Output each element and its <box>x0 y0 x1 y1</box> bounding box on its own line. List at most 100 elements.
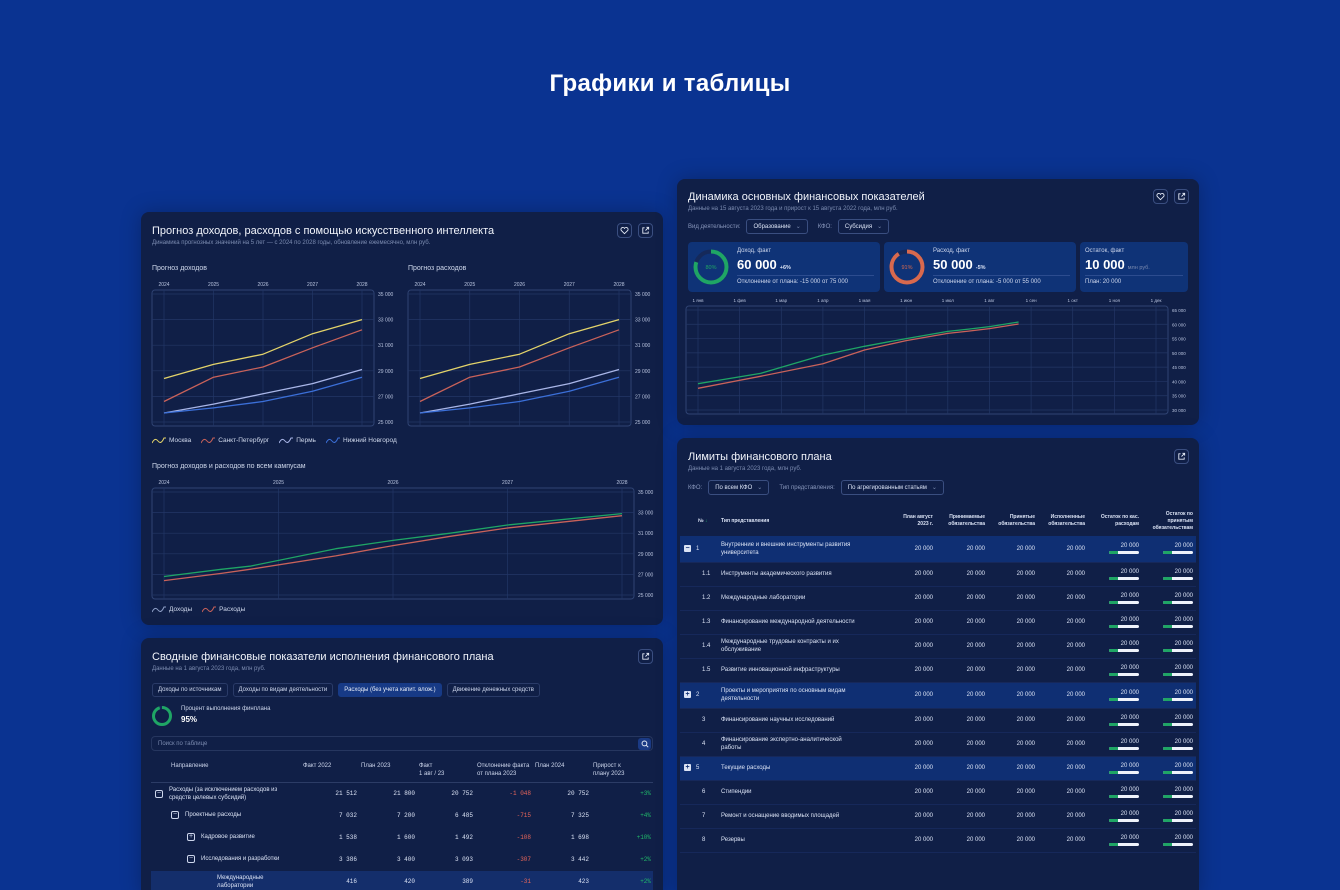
y-tick-label: 35 000 <box>1172 394 1186 399</box>
table-row[interactable]: +5 Текущие расходы 20 000 20 000 20 000 … <box>680 756 1196 781</box>
row-name: + Кадровое развитие <box>187 833 255 842</box>
x-tick-label: 1 мая <box>859 298 871 303</box>
rest-cash-bar <box>1109 818 1139 822</box>
col-growth[interactable]: Прирост к плану 2023 <box>591 758 653 783</box>
table-row[interactable]: − Расходы (за исключением расходов из сре… <box>151 783 653 805</box>
col-accepting[interactable]: Принимаемые обязательства <box>948 514 985 527</box>
col-direction[interactable]: Направление <box>151 758 301 783</box>
col-plan-aug[interactable]: План август 2023 г. <box>903 514 933 527</box>
plan-progress-ring <box>152 706 172 726</box>
rest-accepted-bar <box>1163 770 1193 774</box>
table-row[interactable]: − Исследования и разработки 3 386 3 400 3… <box>151 849 653 871</box>
collapse-icon[interactable]: − <box>187 855 195 864</box>
rest-cash-bar <box>1109 697 1139 701</box>
col-rest-cash[interactable]: Остаток по кас. расходам <box>1100 514 1139 527</box>
table-row[interactable]: −1 Внутренние и внешние инструменты разв… <box>680 536 1196 563</box>
plan-2023: 3 400 <box>396 856 415 863</box>
rest-accepted: 20 000 <box>1142 586 1196 611</box>
table-row[interactable]: + Кадровое развитие 1 538 1 600 1 492 -10… <box>151 827 653 849</box>
expense-delta: -5% <box>975 265 986 271</box>
y-tick-label: 33 000 <box>635 318 651 324</box>
table-row[interactable]: Международные лаборатории 416 420 389 -3… <box>151 870 653 890</box>
y-tick-label: 31 000 <box>638 531 654 537</box>
x-tick-label: 2025 <box>464 282 475 288</box>
plan-2024: 1 698 <box>570 834 589 841</box>
external-link-icon <box>642 226 650 234</box>
table-row[interactable]: 8 Резервы 20 000 20 000 20 000 20 000 20… <box>680 828 1196 853</box>
executed: 20 000 <box>1038 828 1088 853</box>
expand-icon[interactable]: + <box>187 833 195 842</box>
collapse-icon[interactable]: − <box>155 789 163 798</box>
summary-subtitle: Данные на 1 августа 2023 года, млн руб. <box>152 666 266 672</box>
collapse-icon[interactable]: − <box>684 545 691 553</box>
table-row[interactable]: 1.1 Инструменты академического развития … <box>680 562 1196 587</box>
view-type-select[interactable]: По агрегированным статьям ⌄ <box>840 480 944 495</box>
rest-cash: 20 000 <box>1088 682 1142 709</box>
limits-kfo-select[interactable]: По всем КФО ⌄ <box>708 480 770 495</box>
table-row[interactable]: +2 Проекты и мероприятия по основным вид… <box>680 682 1196 709</box>
col-rest-accepted[interactable]: Остаток по принятым обязательствам <box>1152 510 1193 531</box>
summary-open-button[interactable] <box>638 649 653 664</box>
accepted: 20 000 <box>988 708 1038 733</box>
col-deviation[interactable]: Отклонение факта от плана 2023 <box>475 758 533 783</box>
col-fact-2022[interactable]: Факт 2022 <box>301 758 359 783</box>
tab-income-sources[interactable]: Доходы по источникам <box>152 683 228 697</box>
table-row[interactable]: − Проектные расходы 7 032 7 200 6 485 -71… <box>151 805 653 827</box>
table-row[interactable]: 7 Ремонт и оснащение вводимых площадей 2… <box>680 804 1196 829</box>
series-line-0 <box>163 512 623 578</box>
search-button[interactable] <box>638 738 651 750</box>
wave-icon <box>152 437 166 444</box>
dynamics-open-button[interactable] <box>1174 189 1189 204</box>
plan-aug: 20 000 <box>888 708 936 733</box>
expand-icon[interactable]: + <box>684 764 691 772</box>
table-row[interactable]: 6 Стипендии 20 000 20 000 20 000 20 000 … <box>680 780 1196 805</box>
col-executed[interactable]: Исполненные обязательства <box>1048 514 1085 527</box>
y-tick-label: 45 000 <box>1172 365 1186 370</box>
limits-open-button[interactable] <box>1174 449 1189 464</box>
legend-item-moscow: Москва <box>152 437 191 444</box>
dynamics-favorite-button[interactable] <box>1153 189 1168 204</box>
activity-select[interactable]: Образование ⌄ <box>746 219 808 234</box>
fact-2022: 7 032 <box>338 812 357 819</box>
col-type[interactable]: Тип представления <box>721 517 770 524</box>
kpi-balance: Остаток, факт 10 000 млн руб. План: 20 00… <box>1080 242 1188 292</box>
table-row[interactable]: 3 Финансирование научных исследований 20… <box>680 708 1196 733</box>
col-accepted[interactable]: Принятые обязательства <box>998 514 1035 527</box>
table-row[interactable]: 1.5 Развитие инновационной инфраструктур… <box>680 658 1196 683</box>
table-row[interactable]: 4 Финансирование экспертно-аналитической… <box>680 732 1196 757</box>
y-tick-label: 29 000 <box>378 369 394 375</box>
table-row[interactable]: 1.2 Международные лаборатории 20 000 20 … <box>680 586 1196 611</box>
executed: 20 000 <box>1038 708 1088 733</box>
favorite-button[interactable] <box>617 223 632 238</box>
col-plan-2023[interactable]: План 2023 <box>359 758 417 783</box>
row-name: Развитие инновационной инфраструктуры <box>718 658 888 683</box>
col-fact-aug[interactable]: Факт 1 авг / 23 <box>417 758 475 783</box>
tab-income-activities[interactable]: Доходы по видам деятельности <box>232 683 334 697</box>
table-search[interactable]: Поиск по таблице <box>151 736 653 751</box>
col-plan-2024[interactable]: План 2024 <box>533 758 591 783</box>
tab-expenses[interactable]: Расходы (без учета капит. влож.) <box>338 683 442 697</box>
rest-cash: 20 000 <box>1088 804 1142 829</box>
balance-plan: План: 20 000 <box>1085 279 1122 285</box>
col-number[interactable]: № ↓ <box>698 517 708 524</box>
accepting: 20 000 <box>936 682 988 709</box>
rest-accepted-bar <box>1163 576 1193 580</box>
row-number: 1.1 <box>680 562 718 587</box>
forecast-subtitle: Динамика прогнозных значений на 5 лет — … <box>152 240 431 246</box>
limits-kfo-label: КФО: <box>688 484 703 491</box>
divider <box>737 275 874 276</box>
kfo-select[interactable]: Субсидия ⌄ <box>837 219 890 234</box>
open-external-button[interactable] <box>638 223 653 238</box>
rest-cash: 20 000 <box>1088 536 1142 563</box>
table-row[interactable]: 1.4 Международные трудовые контракты и и… <box>680 634 1196 659</box>
plan-aug: 20 000 <box>888 682 936 709</box>
expand-icon[interactable]: + <box>684 691 691 699</box>
plan-aug: 20 000 <box>888 634 936 659</box>
search-input[interactable]: Поиск по таблице <box>158 740 208 747</box>
collapse-icon[interactable]: − <box>171 811 179 820</box>
table-row[interactable]: 1.3 Финансирование международной деятель… <box>680 610 1196 635</box>
growth: +2% <box>640 856 651 863</box>
tab-cash-flow[interactable]: Движение денежных средств <box>446 683 540 697</box>
rest-cash-bar <box>1109 672 1139 676</box>
x-tick-label: 1 янв <box>692 298 704 303</box>
